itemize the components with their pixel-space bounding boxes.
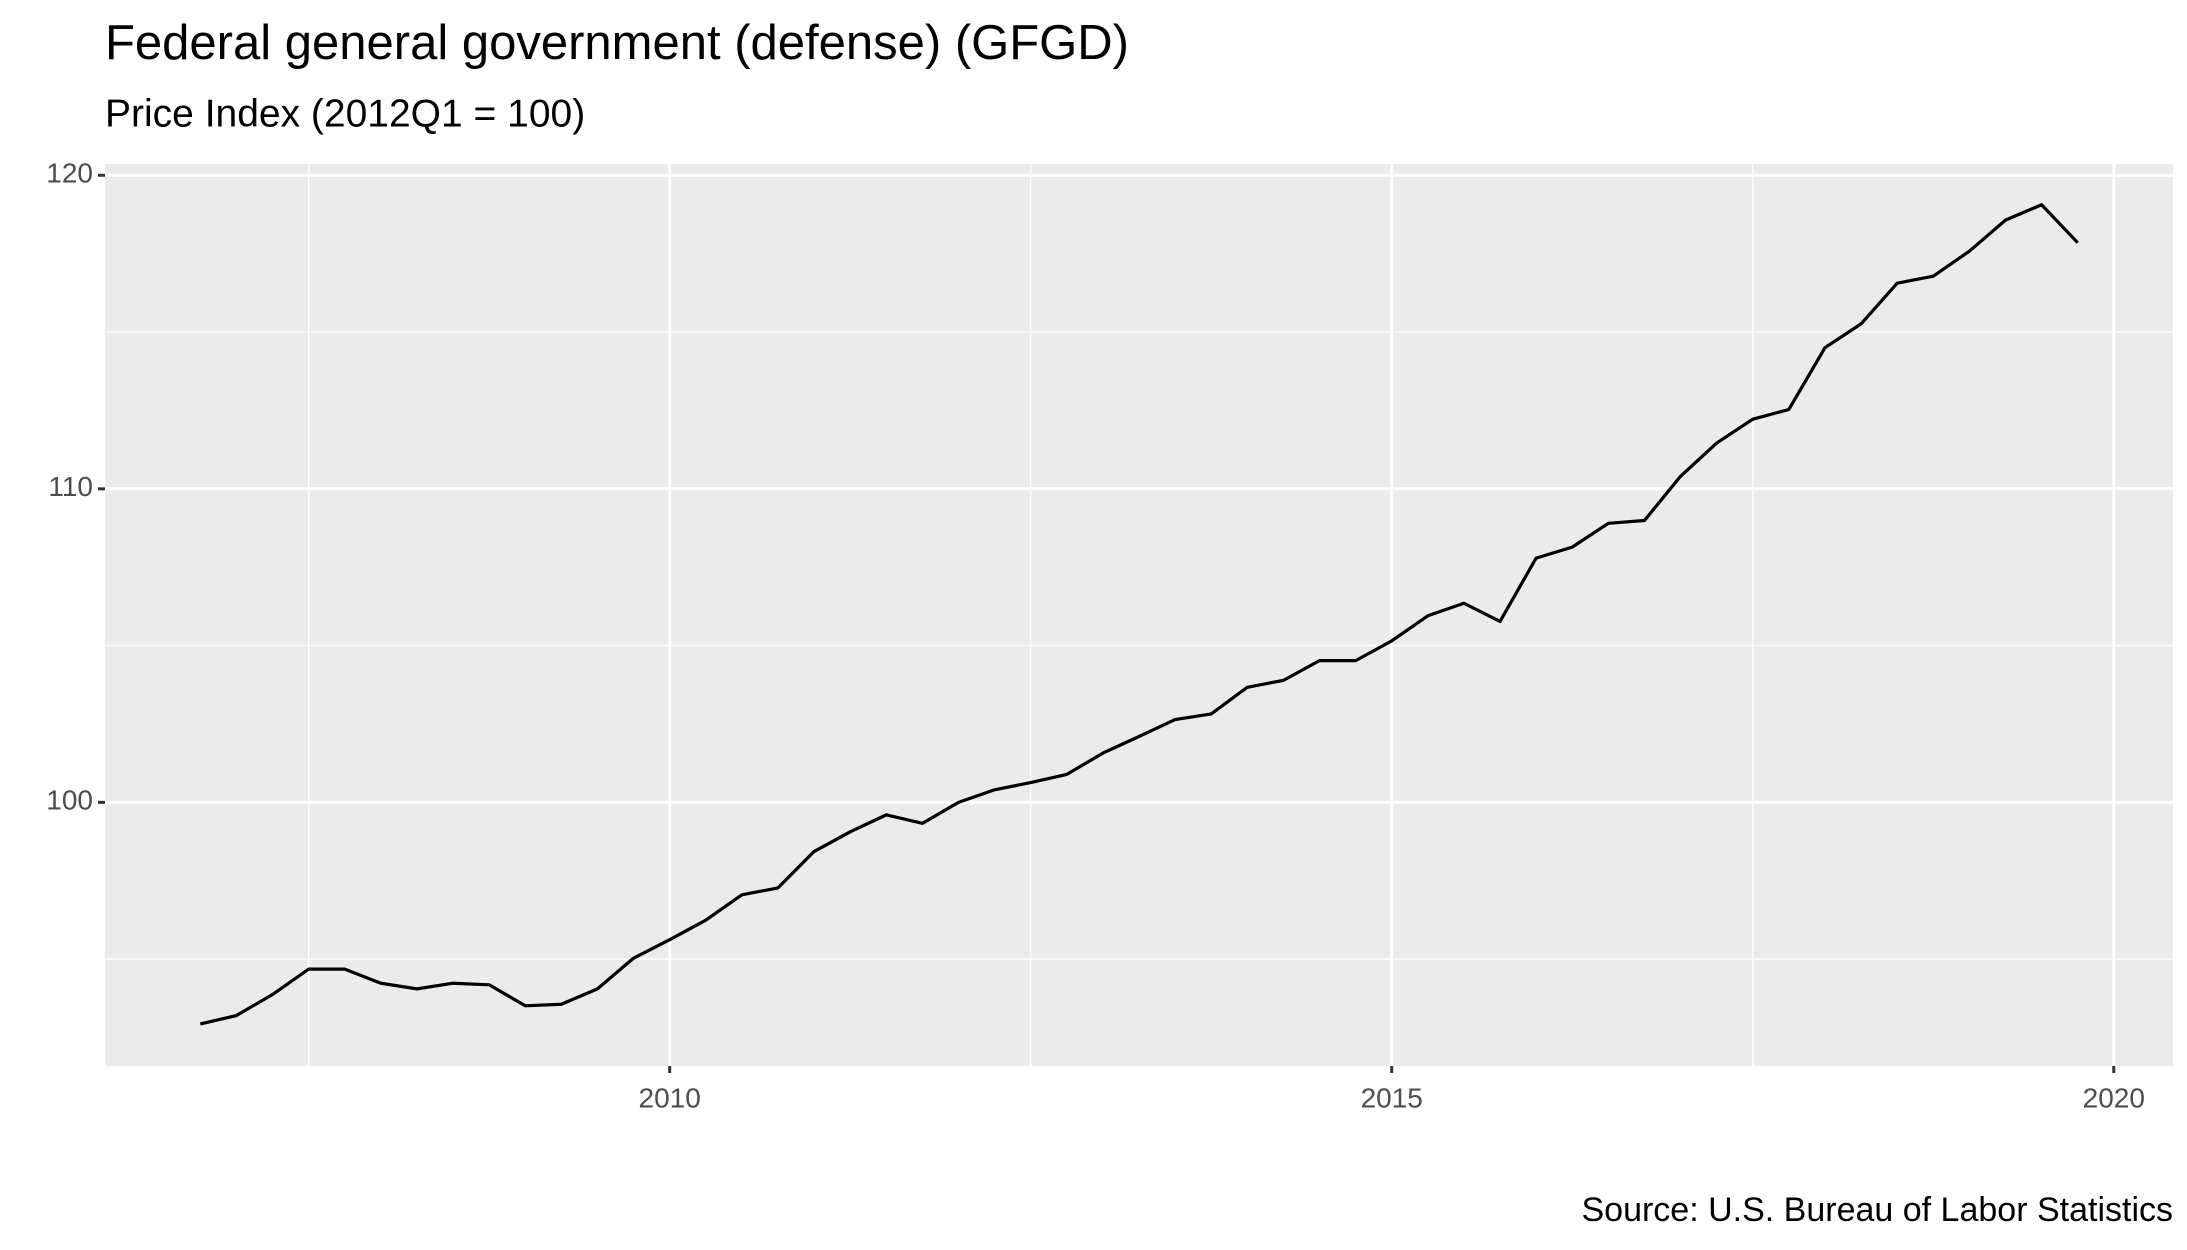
caption: Source: U.S. Bureau of Labor Statistics	[1581, 1191, 2173, 1229]
data-line	[199, 203, 2079, 1026]
x-tick-label: 2010	[639, 1082, 701, 1113]
plot-panel	[105, 164, 2173, 1066]
chart-subtitle: Price Index (2012Q1 = 100)	[105, 92, 585, 135]
chart-title: Federal general government (defense) (GF…	[105, 16, 1129, 70]
x-tick-label: 2020	[2083, 1082, 2145, 1113]
y-tick-label: 110	[48, 471, 93, 502]
y-tick-label: 100	[46, 785, 93, 816]
x-tick-label: 2015	[1361, 1082, 1423, 1113]
y-tick-label: 120	[46, 158, 93, 189]
